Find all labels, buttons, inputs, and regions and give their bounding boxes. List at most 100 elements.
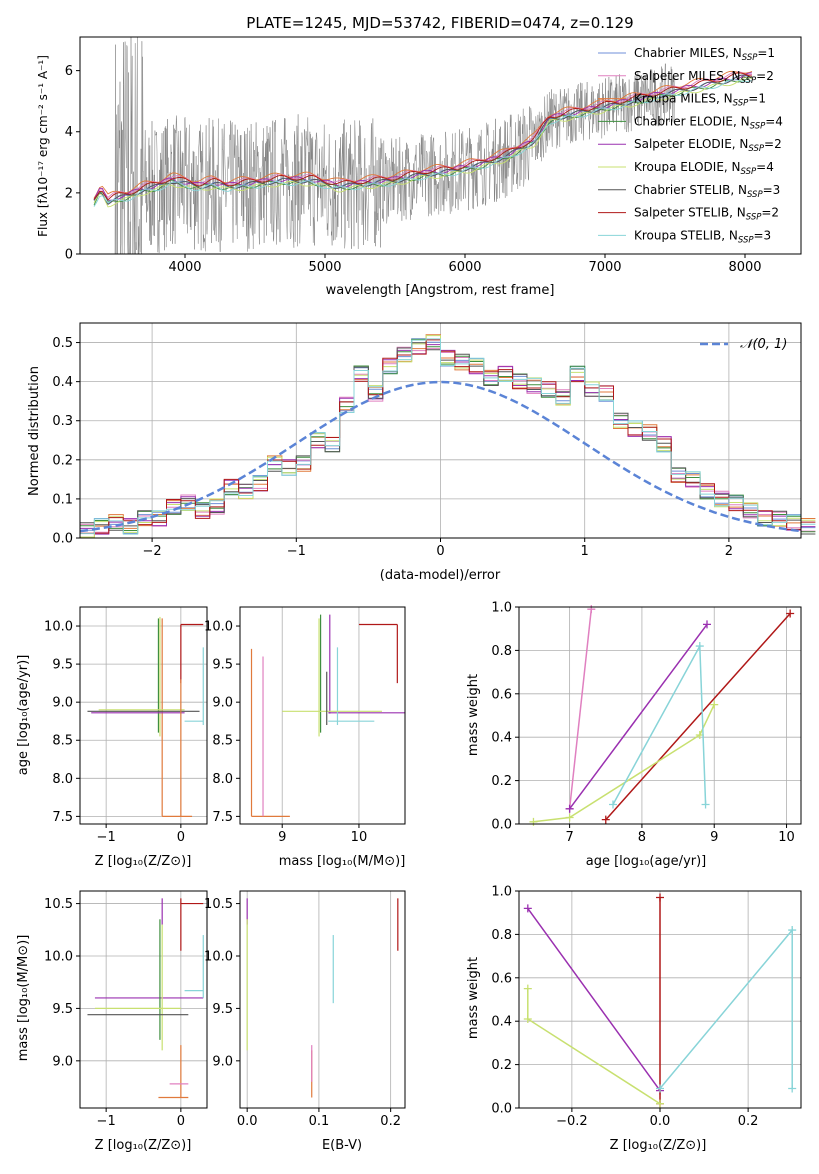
y-tick-label: 0.8	[491, 644, 512, 659]
y-tick-label: 1.0	[491, 885, 512, 900]
figure-title: PLATE=1245, MJD=53742, FIBERID=0474, z=0…	[246, 14, 633, 32]
histogram-salpeter-elodie	[80, 344, 816, 535]
x-tick-label: −1	[97, 1114, 116, 1129]
x-tick-label: 9	[278, 830, 286, 845]
y-tick-label: 0.2	[491, 1058, 512, 1073]
model-line-kroupa-elodie	[93, 76, 753, 208]
weight-point	[786, 609, 795, 618]
y-tick-label: 8.5	[212, 734, 233, 749]
y-tick-label: 10.0	[44, 620, 73, 635]
legend-entry: Salpeter ELODIE, NSSP=2	[634, 137, 782, 154]
weight-vs-age-xlabel: age [log₁₀(age/yr)]	[586, 854, 707, 869]
x-tick-label: −1	[97, 830, 116, 845]
y-tick-label: 9.5	[212, 658, 233, 673]
age-vs-Z-xlabel: Z [log₁₀(Z/Z⊙)]	[95, 854, 192, 869]
y-tick-label: 7.5	[52, 810, 73, 825]
x-tick-label: 7	[565, 830, 573, 845]
y-tick-label: 0.0	[52, 532, 73, 547]
y-tick-label: 9.5	[212, 1002, 233, 1017]
x-tick-label: 0	[436, 544, 444, 559]
y-tick-label: 0.8	[491, 928, 512, 943]
data-spectrum-line	[114, 36, 676, 255]
legend-entry: Kroupa MILES, NSSP=1	[634, 92, 766, 109]
histogram-panel: −2 −1 0 1 2 0.0 0.1 0.2 0.3 0.4 0.5	[52, 322, 816, 559]
x-tick-label: 0.2	[738, 1114, 759, 1129]
y-tick-label: 0.5	[52, 336, 73, 351]
weight-point	[565, 813, 574, 822]
y-tick-label: 9.0	[52, 696, 73, 711]
y-tick-label: 9.0	[52, 1054, 73, 1069]
y-tick-label: 8.0	[212, 772, 233, 787]
histogram-chabrier-stelib	[80, 342, 816, 535]
weight-point	[609, 800, 617, 809]
weight-vs-Z-ylabel: mass weight	[466, 957, 481, 1039]
y-tick-label: 0.4	[52, 375, 73, 390]
gaussian-curve	[79, 380, 802, 533]
mass-vs-Z-panel: −1 0 9.0 9.5 10.0 10.5	[44, 890, 208, 1129]
x-tick-label: 0	[177, 830, 185, 845]
x-tick-label: −1	[287, 544, 306, 559]
model-line-salpeter-miles	[93, 71, 752, 199]
axes-frame	[239, 890, 406, 1109]
x-tick-label: 10	[778, 830, 795, 845]
y-tick-label: 9.5	[52, 1002, 73, 1017]
x-tick-label: 10	[351, 830, 368, 845]
x-tick-label: 8	[638, 830, 646, 845]
y-tick-label: 0.6	[491, 687, 512, 702]
legend-entry: Kroupa ELODIE, NSSP=4	[634, 160, 774, 177]
weight-point	[788, 1084, 797, 1093]
x-tick-label: −2	[143, 544, 162, 559]
x-tick-label: 2	[725, 544, 733, 559]
y-tick-label: 0.1	[52, 492, 73, 507]
legend-entry: Chabrier STELIB, NSSP=3	[634, 183, 780, 200]
y-tick-label: 0.4	[491, 731, 512, 746]
weight-point	[788, 926, 797, 935]
histogram-xlabel: (data-model)/error	[380, 568, 501, 583]
y-tick-label: 0.4	[491, 1015, 512, 1030]
y-tick-label: 10.5	[44, 897, 73, 912]
y-tick-label: 0.0	[491, 818, 512, 833]
y-tick-label: 9.0	[212, 696, 233, 711]
y-tick-label: 2	[65, 186, 73, 201]
spectrum-ylabel: Flux [fλ10⁻¹⁷ erg cm⁻² s⁻¹ A⁻¹]	[36, 55, 50, 237]
age-vs-Z-panel: −1 0 7.5 8.0 8.5 9.0 9.5 10.0	[44, 606, 208, 845]
age-vs-mass-xlabel: mass [log₁₀(M/M⊙)]	[279, 854, 406, 869]
histogram-kroupa-stelib	[80, 338, 816, 535]
y-tick-label: 10.0	[44, 949, 73, 964]
histogram-kroupa-miles	[80, 334, 816, 539]
axes-frame	[79, 606, 208, 825]
weight-line-salpeter-miles	[568, 609, 593, 809]
x-tick-label: 4000	[168, 260, 201, 275]
weight-line-kroupa-elodie	[533, 704, 715, 823]
weight-line-salpeter-elodie	[527, 907, 661, 1092]
x-tick-label: 7000	[588, 260, 621, 275]
legend-entry: Kroupa STELIB, NSSP=3	[634, 228, 771, 245]
weight-point	[656, 1099, 664, 1108]
histogram-chabrier-elodie	[80, 338, 816, 533]
spectrum-legend: Chabrier MILES, NSSP=1 Salpeter MILES, NS…	[598, 46, 783, 245]
y-tick-label: 0.6	[491, 971, 512, 986]
y-tick-label: 10.0	[204, 620, 233, 635]
x-tick-label: 8000	[728, 260, 761, 275]
weight-line-kroupa-elodie	[527, 988, 661, 1105]
y-tick-label: 0.0	[491, 1102, 512, 1117]
x-tick-label: 0	[177, 1114, 185, 1129]
model-line-chabrier-stelib	[93, 74, 753, 206]
weight-point	[695, 642, 704, 651]
y-tick-label: 9.5	[52, 658, 73, 673]
gauss-legend-label: 𝒩(0, 1)	[740, 337, 787, 352]
axes-frame	[239, 606, 406, 825]
y-tick-label: 0.2	[52, 453, 73, 468]
legend-entry: Salpeter STELIB, NSSP=2	[634, 206, 779, 223]
weight-point	[523, 984, 532, 993]
legend-entry: Salpeter MILES, NSSP=2	[634, 69, 774, 86]
age-vs-mass-panel: 9 10 7.5 8.0 8.5 9.0 9.5 10.0	[204, 606, 406, 845]
weight-point	[523, 1015, 532, 1024]
mass-vs-Z-xlabel: Z [log₁₀(Z/Z⊙)]	[95, 1138, 192, 1153]
weight-point	[701, 800, 710, 809]
weight-point	[656, 893, 664, 902]
y-tick-label: 8.5	[52, 734, 73, 749]
model-line-kroupa-stelib	[93, 79, 753, 207]
